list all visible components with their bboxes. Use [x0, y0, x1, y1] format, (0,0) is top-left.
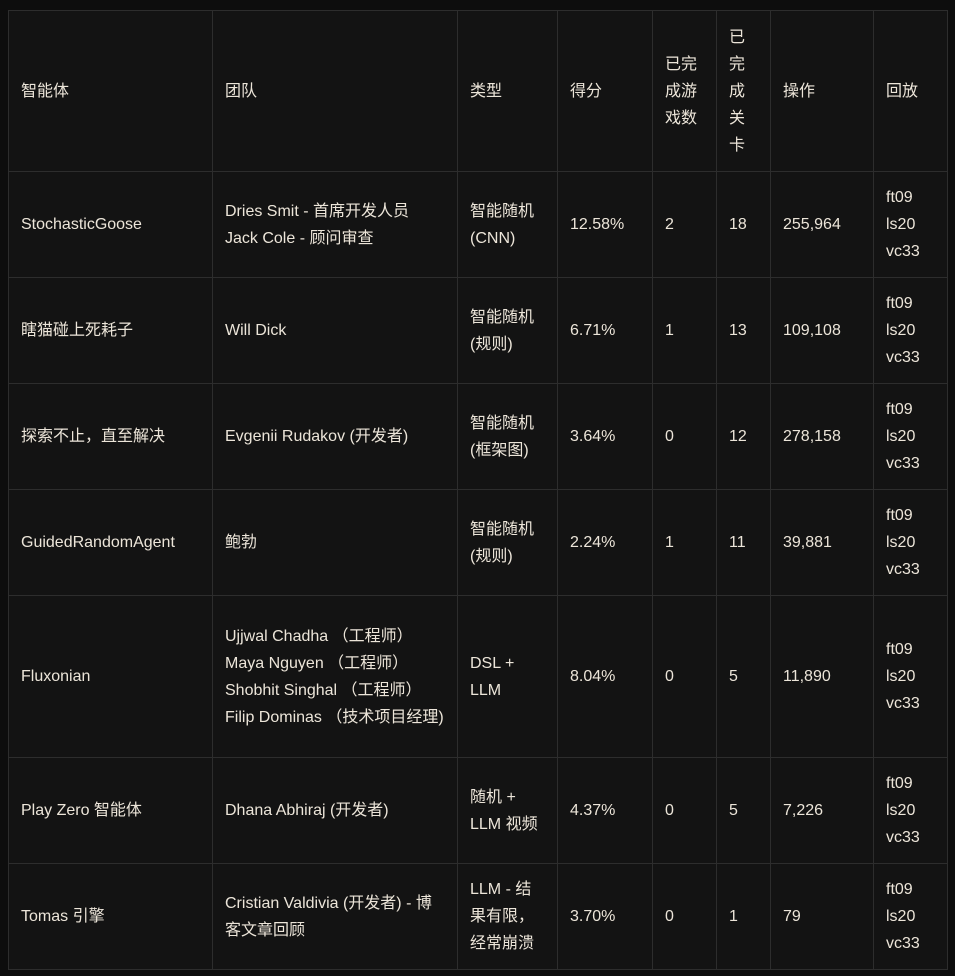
- cell-replay: ft09 ls20 vc33: [873, 171, 948, 278]
- cell-team: Dhana Abhiraj (开发者): [212, 757, 458, 864]
- replay-link-ls20[interactable]: ls20: [886, 216, 916, 233]
- cell-team: 鲍勃: [212, 489, 458, 596]
- cell-type: 智能随机 (规则): [457, 277, 558, 384]
- cell-score: 12.58%: [557, 171, 653, 278]
- cell-levels: 12: [716, 383, 771, 490]
- cell-agent: 瞎猫碰上死耗子: [8, 277, 213, 384]
- replay-link-ls20[interactable]: ls20: [886, 534, 916, 551]
- replay-link-vc33[interactable]: vc33: [886, 349, 920, 366]
- cell-levels: 5: [716, 757, 771, 864]
- cell-levels: 1: [716, 863, 771, 970]
- cell-agent: 探索不止，直至解决: [8, 383, 213, 490]
- column-header-games: 已完成游戏数: [652, 10, 717, 172]
- cell-games: 1: [652, 277, 717, 384]
- replay-link-vc33[interactable]: vc33: [886, 829, 920, 846]
- table-row: 探索不止，直至解决 Evgenii Rudakov (开发者) 智能随机 (框架图)…: [8, 383, 948, 490]
- cell-score: 3.64%: [557, 383, 653, 490]
- cell-agent: Fluxonian: [8, 595, 213, 758]
- cell-type: 智能随机 (框架图): [457, 383, 558, 490]
- replay-link-ls20[interactable]: ls20: [886, 908, 916, 925]
- cell-levels: 5: [716, 595, 771, 758]
- cell-score: 2.24%: [557, 489, 653, 596]
- column-header-replay: 回放: [873, 10, 948, 172]
- replay-link-vc33[interactable]: vc33: [886, 243, 920, 260]
- cell-actions: 109,108: [770, 277, 874, 384]
- cell-agent: GuidedRandomAgent: [8, 489, 213, 596]
- table-row: Play Zero 智能体 Dhana Abhiraj (开发者) 随机 + LLM…: [8, 757, 948, 864]
- table-body: StochasticGoose Dries Smit - 首席开发人员 Jack …: [8, 171, 948, 970]
- cell-actions: 11,890: [770, 595, 874, 758]
- column-header-team: 团队: [212, 10, 458, 172]
- replay-link-vc33[interactable]: vc33: [886, 935, 920, 952]
- replay-link-vc33[interactable]: vc33: [886, 695, 920, 712]
- table-row: Tomas 引擎 Cristian Valdivia (开发者) - 博客文章回顾…: [8, 863, 948, 970]
- cell-replay: ft09 ls20 vc33: [873, 277, 948, 384]
- cell-replay: ft09 ls20 vc33: [873, 863, 948, 970]
- cell-agent: Play Zero 智能体: [8, 757, 213, 864]
- cell-actions: 79: [770, 863, 874, 970]
- table-row: Fluxonian Ujjwal Chadha （工程师） Maya Nguyen…: [8, 595, 948, 758]
- cell-score: 6.71%: [557, 277, 653, 384]
- cell-actions: 39,881: [770, 489, 874, 596]
- cell-games: 2: [652, 171, 717, 278]
- cell-actions: 278,158: [770, 383, 874, 490]
- replay-link-ls20[interactable]: ls20: [886, 668, 916, 685]
- cell-levels: 18: [716, 171, 771, 278]
- cell-team: Will Dick: [212, 277, 458, 384]
- cell-type: 智能随机 (CNN): [457, 171, 558, 278]
- replay-link-ft09[interactable]: ft09: [886, 881, 913, 898]
- cell-replay: ft09 ls20 vc33: [873, 383, 948, 490]
- replay-link-ls20[interactable]: ls20: [886, 802, 916, 819]
- cell-games: 0: [652, 757, 717, 864]
- cell-score: 3.70%: [557, 863, 653, 970]
- cell-type: 随机 + LLM 视频: [457, 757, 558, 864]
- replay-link-vc33[interactable]: vc33: [886, 561, 920, 578]
- cell-team: Evgenii Rudakov (开发者): [212, 383, 458, 490]
- replay-link-ft09[interactable]: ft09: [886, 401, 913, 418]
- cell-type: LLM - 结果有限，经常崩溃: [457, 863, 558, 970]
- cell-team: Cristian Valdivia (开发者) - 博客文章回顾: [212, 863, 458, 970]
- replay-link-ft09[interactable]: ft09: [886, 775, 913, 792]
- cell-games: 0: [652, 383, 717, 490]
- table-row: 瞎猫碰上死耗子 Will Dick 智能随机 (规则) 6.71% 1 13 109,108…: [8, 277, 948, 384]
- replay-link-vc33[interactable]: vc33: [886, 455, 920, 472]
- cell-levels: 11: [716, 489, 771, 596]
- replay-link-ls20[interactable]: ls20: [886, 322, 916, 339]
- cell-levels: 13: [716, 277, 771, 384]
- column-header-actions: 操作: [770, 10, 874, 172]
- cell-games: 0: [652, 595, 717, 758]
- column-header-type: 类型: [457, 10, 558, 172]
- cell-score: 4.37%: [557, 757, 653, 864]
- header-row: 智能体 团队 类型 得分 已完成游戏数 已完成关卡 操作 回放: [8, 10, 948, 172]
- table-row: StochasticGoose Dries Smit - 首席开发人员 Jack …: [8, 171, 948, 278]
- table-row: GuidedRandomAgent 鲍勃 智能随机 (规则) 2.24% 1 11 39,8…: [8, 489, 948, 596]
- cell-type: 智能随机 (规则): [457, 489, 558, 596]
- replay-link-ft09[interactable]: ft09: [886, 295, 913, 312]
- replay-link-ft09[interactable]: ft09: [886, 507, 913, 524]
- replay-link-ft09[interactable]: ft09: [886, 189, 913, 206]
- cell-agent: Tomas 引擎: [8, 863, 213, 970]
- cell-type: DSL + LLM: [457, 595, 558, 758]
- cell-team: Dries Smit - 首席开发人员 Jack Cole - 顾问审查: [212, 171, 458, 278]
- cell-score: 8.04%: [557, 595, 653, 758]
- column-header-agent: 智能体: [8, 10, 213, 172]
- cell-replay: ft09 ls20 vc33: [873, 595, 948, 758]
- cell-actions: 7,226: [770, 757, 874, 864]
- agents-leaderboard-table: 智能体 团队 类型 得分 已完成游戏数 已完成关卡 操作 回放 StochasticGoose…: [8, 10, 948, 970]
- cell-replay: ft09 ls20 vc33: [873, 489, 948, 596]
- cell-games: 1: [652, 489, 717, 596]
- replay-link-ls20[interactable]: ls20: [886, 428, 916, 445]
- cell-actions: 255,964: [770, 171, 874, 278]
- column-header-levels: 已完成关卡: [716, 10, 771, 172]
- cell-agent: StochasticGoose: [8, 171, 213, 278]
- cell-games: 0: [652, 863, 717, 970]
- cell-replay: ft09 ls20 vc33: [873, 757, 948, 864]
- column-header-score: 得分: [557, 10, 653, 172]
- cell-team: Ujjwal Chadha （工程师） Maya Nguyen （工程师） Sh…: [212, 595, 458, 758]
- replay-link-ft09[interactable]: ft09: [886, 641, 913, 658]
